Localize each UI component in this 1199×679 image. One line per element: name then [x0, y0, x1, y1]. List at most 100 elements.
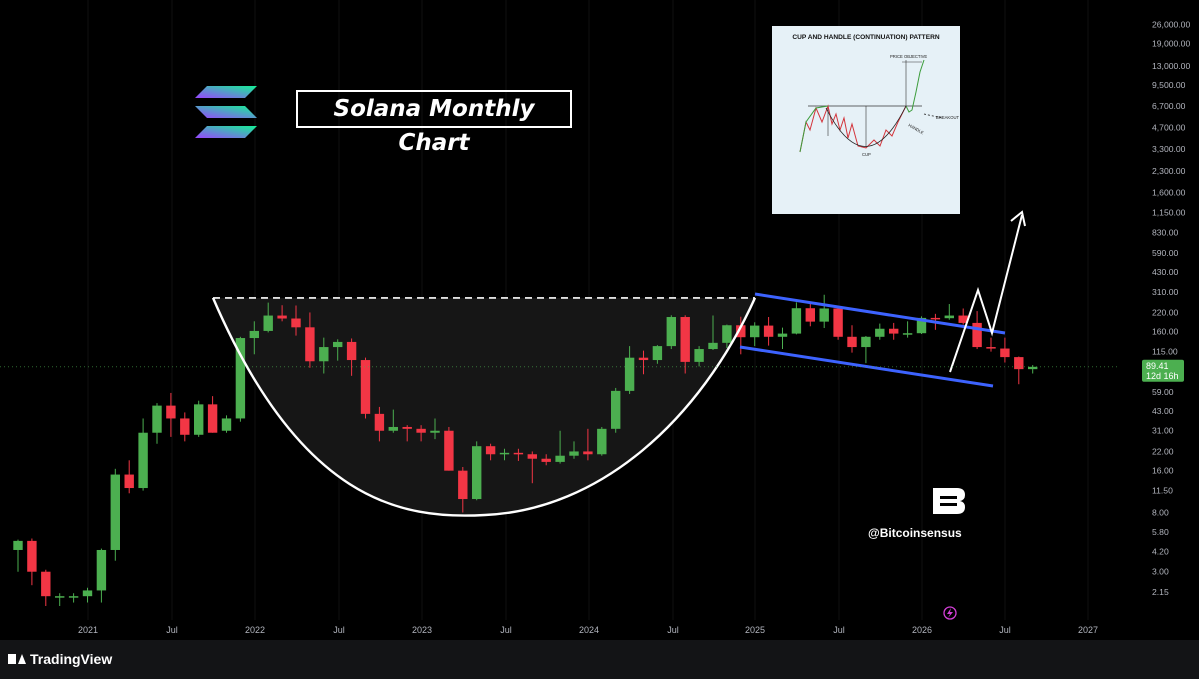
candle-body: [861, 336, 871, 348]
candle-body: [499, 452, 510, 455]
price-tick-label: 13,000.00: [1152, 61, 1190, 71]
candle-body: [96, 549, 107, 591]
candles: [13, 294, 1038, 606]
candle-body: [833, 308, 843, 337]
bitcoinsensus-logo-icon: [931, 486, 967, 516]
cup-handle-reference-image: CUP AND HANDLE (CONTINUATION) PATTERN PR…: [772, 26, 960, 214]
candle-body: [694, 349, 704, 362]
price-tick-label: 2,300.00: [1152, 166, 1186, 176]
price-tick-label: 9,500.00: [1152, 80, 1186, 90]
price-tick-label: 220.00: [1152, 307, 1179, 317]
last-price-value: 89.41: [1146, 361, 1169, 371]
candle-body: [110, 474, 120, 550]
price-tick-label: 11.50: [1152, 486, 1173, 496]
candle-body: [472, 446, 482, 500]
time-tick-label: 2021: [78, 625, 98, 635]
candle-body: [346, 341, 357, 361]
candle-body: [41, 571, 51, 597]
tradingview-icon: [8, 654, 26, 664]
candle-body: [430, 430, 440, 433]
candle-body: [875, 328, 885, 337]
projection-arrowhead: [1010, 210, 1026, 227]
price-tick-label: 830.00: [1152, 227, 1179, 237]
candle-body: [485, 446, 496, 455]
price-tick-label: 430.00: [1152, 267, 1179, 277]
price-tick-label: 31.00: [1152, 426, 1174, 436]
candle-body: [68, 596, 79, 598]
time-tick-label: 2024: [579, 625, 599, 635]
last-price-label: 89.41 12d 16h: [1142, 359, 1184, 382]
price-tick-label: 160.00: [1152, 327, 1179, 337]
candle-body: [652, 346, 663, 361]
candle-body: [819, 308, 829, 322]
candle-body: [263, 315, 273, 331]
candle-body: [736, 325, 746, 338]
candle-body: [555, 455, 565, 462]
candle-body: [1028, 366, 1038, 370]
candle-body: [374, 413, 385, 431]
time-tick-label: Jul: [500, 625, 512, 635]
candle-body: [944, 315, 954, 319]
price-axis[interactable]: 26,000.00 19,000.00 13,000.00 9,500.00 6,700…: [1120, 0, 1199, 640]
candle-body: [597, 428, 607, 455]
candle-body: [930, 317, 941, 320]
candle-body: [291, 318, 301, 328]
inset-title: CUP AND HANDLE (CONTINUATION) PATTERN: [792, 34, 940, 41]
candle-body: [986, 347, 996, 349]
price-tick-label: 3,300.00: [1152, 144, 1186, 154]
candle-body: [249, 330, 259, 339]
candle-body: [611, 390, 621, 429]
solana-logo-icon: [195, 86, 257, 138]
time-tick-label: Jul: [166, 625, 178, 635]
price-tick-label: 1,150.00: [1152, 208, 1186, 218]
price-tick-label: 19,000.00: [1152, 38, 1190, 48]
candle-body: [722, 325, 732, 343]
candle-body: [750, 325, 760, 338]
projection-path: [949, 214, 1023, 373]
time-tick-label: 2022: [245, 625, 265, 635]
price-tick-label: 3.00: [1152, 567, 1169, 577]
candle-body: [791, 308, 802, 334]
lightning-icon[interactable]: [943, 606, 957, 620]
candle-body: [55, 596, 65, 598]
candle-body: [194, 404, 204, 435]
candle-body: [916, 317, 927, 334]
price-tick-label: 115.00: [1152, 347, 1178, 357]
candle-body: [680, 317, 690, 362]
candle-body: [388, 426, 398, 431]
price-tick-label: 1,600.00: [1152, 188, 1186, 198]
time-axis[interactable]: 2021 Jul 2022 Jul 2023 Jul 2024 Jul 2025 Jul 2026 J…: [78, 625, 1098, 635]
candle-body: [708, 342, 718, 350]
candle-body: [277, 315, 287, 319]
candle-body: [889, 328, 899, 334]
candle-body: [402, 426, 412, 429]
price-tick-label: 2.15: [1152, 587, 1169, 597]
candle-body: [319, 347, 329, 362]
inset-breakout-label: BREAKOUT: [936, 115, 959, 120]
candle-body: [458, 470, 468, 500]
candle-body: [360, 360, 371, 414]
candle-body: [416, 428, 426, 433]
tradingview-logo[interactable]: TradingView: [8, 651, 112, 667]
time-tick-label: 2023: [412, 625, 432, 635]
price-tick-label: 8.00: [1152, 508, 1169, 518]
candle-body: [805, 308, 815, 322]
last-price-badge: [1142, 359, 1184, 382]
candle-body: [958, 315, 968, 323]
time-tick-label: 2026: [912, 625, 932, 635]
price-tick-label: 5.80: [1152, 527, 1169, 537]
candle-body: [638, 357, 649, 361]
price-tick-label: 43.00: [1152, 406, 1174, 416]
time-tick-label: 2025: [745, 625, 765, 635]
candle-body: [180, 418, 190, 435]
candle-body: [569, 451, 579, 456]
price-tick-label: 26,000.00: [1152, 19, 1190, 29]
price-tick-label: 22.00: [1152, 446, 1174, 456]
time-tick-label: Jul: [667, 625, 679, 635]
candle-body: [1014, 357, 1024, 370]
channel-lower-line: [739, 345, 994, 388]
candle-body: [777, 333, 788, 337]
candle-body: [207, 404, 218, 433]
candle-body: [124, 474, 134, 489]
